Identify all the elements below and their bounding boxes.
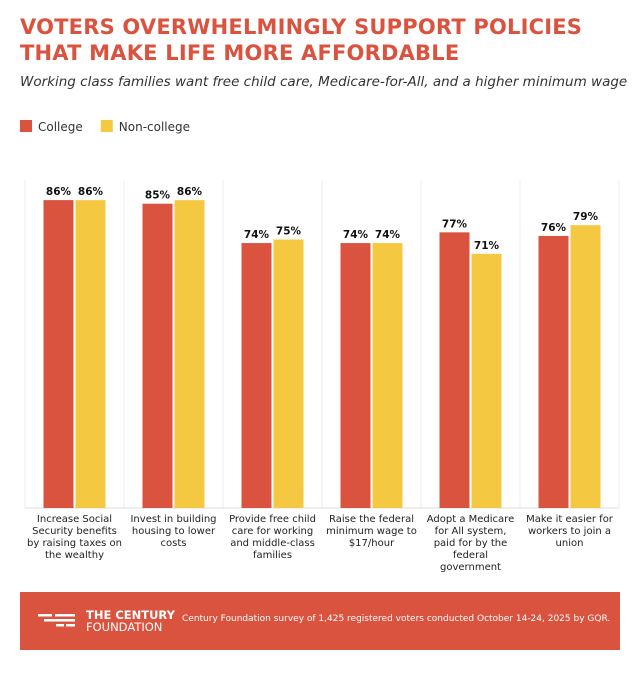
x-tick-label: Invest in building housing to lower cost… xyxy=(130,514,217,549)
bar xyxy=(439,232,470,508)
legend-swatch xyxy=(20,120,32,132)
logo-icon xyxy=(38,614,75,627)
data-label: 75% xyxy=(276,226,302,238)
logo: THE CENTURY FOUNDATION xyxy=(86,609,175,633)
logo-text: THE CENTURY xyxy=(86,608,175,622)
data-label: 86% xyxy=(78,186,104,198)
data-label: 86% xyxy=(46,186,72,198)
data-label: 77% xyxy=(442,218,468,230)
bar xyxy=(471,253,502,508)
chart-title: VOTERS OVERWHELMINGLY SUPPORT POLICIES T… xyxy=(20,15,583,65)
chart: College Non-college 86% 86% 85% 86% 74% 75% 74% 7… xyxy=(20,120,620,509)
legend-swatch xyxy=(100,120,113,132)
bar xyxy=(372,243,403,508)
x-tick-label: Adopt a Medicare for All system, paid fo… xyxy=(426,514,515,573)
data-label: 85% xyxy=(145,190,171,202)
logo-text: FOUNDATION xyxy=(86,620,163,634)
chart-subtitle: Working class families want free child c… xyxy=(20,74,628,90)
bar xyxy=(241,243,272,508)
x-tick-label: Raise the federal minimum wage to $17/ho… xyxy=(326,514,417,549)
bar xyxy=(273,239,304,508)
bar xyxy=(75,200,106,508)
footer: THE CENTURY FOUNDATION Century Foundatio… xyxy=(20,592,620,650)
bar xyxy=(570,225,601,508)
data-label: 76% xyxy=(541,222,567,234)
x-tick-label: Make it easier for workers to join a uni… xyxy=(526,514,613,549)
data-label: 74% xyxy=(343,229,369,241)
data-label: 74% xyxy=(244,229,270,241)
bar xyxy=(174,200,205,508)
bar xyxy=(340,243,371,508)
bar xyxy=(43,200,74,508)
x-tick-label: Provide free child care for working and … xyxy=(229,514,316,561)
x-tick-label: Increase Social Security benefits by rai… xyxy=(27,514,122,561)
data-label: 79% xyxy=(573,211,599,223)
bar xyxy=(142,203,173,508)
data-label: 86% xyxy=(177,186,203,198)
source-note: Century Foundation survey of 1,425 regis… xyxy=(182,614,611,624)
legend-label: Non-college xyxy=(119,120,190,134)
legend-label: College xyxy=(38,120,83,134)
data-label: 74% xyxy=(375,229,401,241)
bar xyxy=(538,235,569,509)
data-label: 71% xyxy=(474,240,500,252)
